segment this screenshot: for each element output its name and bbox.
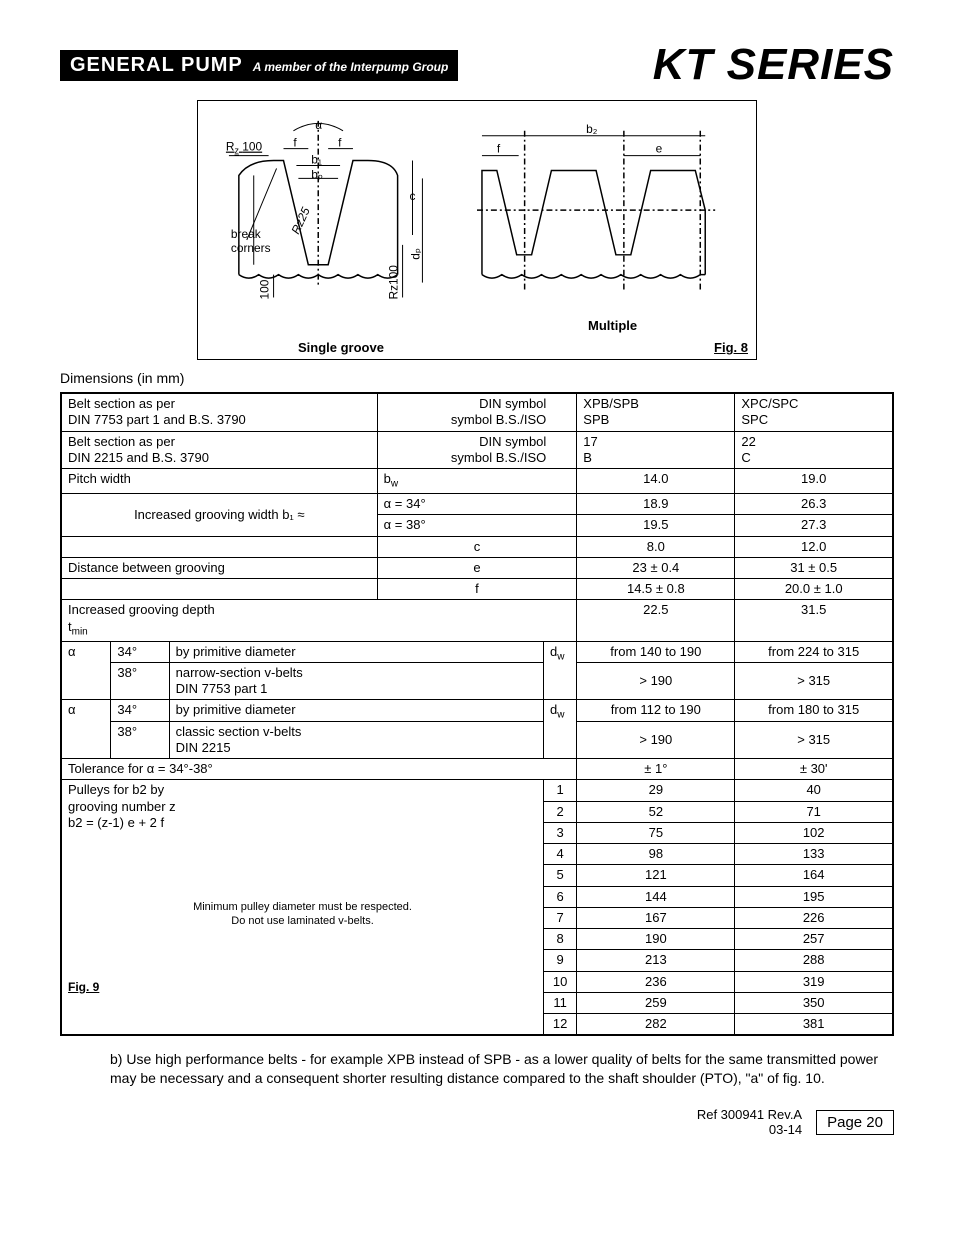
brand-subtitle: A member of the Interpump Group	[253, 60, 449, 74]
alpha-label: α	[315, 118, 322, 132]
b2-label: b₂	[586, 122, 598, 136]
multiple-caption: Multiple	[588, 318, 637, 333]
body-paragraph: b) Use high performance belts - for exam…	[110, 1050, 894, 1086]
f-label-right: f	[338, 136, 342, 150]
table-row: f 14.5 ± 0.8 20.0 ± 1.0	[61, 579, 893, 600]
groove-diagram-svg: α f f b₁ bₚ c dₚ Rz 100 break corners Rz…	[198, 101, 756, 359]
ref-block: Ref 300941 Rev.A 03-14	[697, 1107, 802, 1138]
svg-text:100: 100	[258, 279, 272, 299]
table-row: Increased grooving width b₁ ≈ α = 34° 18…	[61, 494, 893, 515]
dimensions-heading: Dimensions (in mm)	[60, 370, 894, 386]
brand-banner: GENERAL PUMP A member of the Interpump G…	[60, 50, 458, 81]
e-label: e	[656, 142, 663, 156]
table-row: 38° classic section v-beltsDIN 2215 > 19…	[61, 721, 893, 759]
f2-label: f	[497, 142, 501, 156]
ref-date: 03-14	[697, 1122, 802, 1138]
table-row: Tolerance for α = 34°-38° ± 1° ± 30'	[61, 759, 893, 780]
dp-label: dₚ	[408, 248, 422, 260]
table-row: Increased grooving depth tmin 22.5 31.5	[61, 600, 893, 641]
table-row: Pitch width bw 14.0 19.0	[61, 469, 893, 494]
brand-name: GENERAL PUMP	[70, 54, 243, 77]
series-title: KT SERIES	[653, 40, 894, 90]
break-label: break	[231, 227, 261, 241]
table-row: Distance between grooving e 23 ± 0.4 31 …	[61, 557, 893, 578]
page-number-box: Page 20	[816, 1110, 894, 1135]
svg-text:Rz100: Rz100	[387, 265, 401, 300]
f-label-left: f	[293, 136, 297, 150]
bp-label: bₚ	[311, 167, 323, 181]
svg-text:Rz25: Rz25	[288, 205, 313, 236]
table-row: α 34° by primitive diameter dw from 140 …	[61, 641, 893, 662]
b1-label: b₁	[311, 153, 322, 167]
page-footer: Ref 300941 Rev.A 03-14 Page 20	[60, 1107, 894, 1138]
table-row: c 8.0 12.0	[61, 536, 893, 557]
svg-text:Rz 100: Rz 100	[226, 140, 263, 156]
figure-8-diagram: α f f b₁ bₚ c dₚ Rz 100 break corners Rz…	[197, 100, 757, 360]
table-row: 38° narrow-section v-beltsDIN 7753 part …	[61, 662, 893, 700]
fig8-label: Fig. 8	[714, 340, 748, 355]
single-groove-caption: Single groove	[298, 340, 384, 355]
corners-label: corners	[231, 241, 271, 255]
ref-number: Ref 300941 Rev.A	[697, 1107, 802, 1123]
table-row: Pulleys for b2 bygrooving number zb2 = (…	[61, 780, 893, 801]
c-label: c	[410, 189, 416, 203]
dimensions-table: Belt section as perDIN 7753 part 1 and B…	[60, 392, 894, 1036]
table-row: Belt section as perDIN 7753 part 1 and B…	[61, 393, 893, 431]
table-row: Belt section as perDIN 2215 and B.S. 379…	[61, 431, 893, 469]
page-header: GENERAL PUMP A member of the Interpump G…	[60, 40, 894, 90]
table-row: α 34° by primitive diameter dw from 112 …	[61, 700, 893, 721]
